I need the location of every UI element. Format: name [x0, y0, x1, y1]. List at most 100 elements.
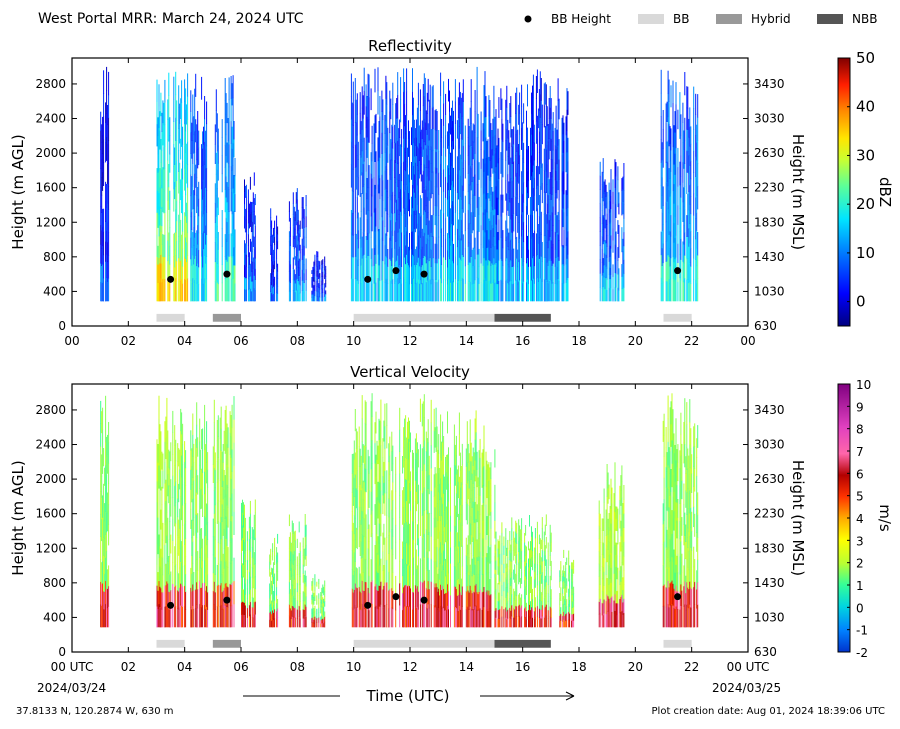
- echo-cell: [254, 565, 255, 578]
- echo-cell: [609, 275, 610, 289]
- echo-cell: [526, 282, 527, 301]
- echo-cell: [502, 266, 503, 284]
- echo-cell: [684, 209, 685, 232]
- y-right-tick-label: 3430: [754, 77, 785, 91]
- echo-cell: [294, 608, 295, 618]
- echo-cell: [666, 143, 667, 163]
- echo-cell: [385, 278, 386, 301]
- echo-cell: [670, 126, 671, 144]
- echo-cell: [687, 194, 688, 216]
- echo-cell: [227, 485, 228, 506]
- echo-cell: [303, 239, 304, 250]
- echo-cell: [405, 282, 406, 301]
- echo-cell: [602, 275, 603, 288]
- echo-cell: [690, 126, 691, 144]
- echo-cell: [391, 213, 392, 231]
- echo-cell: [518, 105, 519, 125]
- echo-cell: [416, 569, 417, 589]
- echo-cell: [424, 604, 425, 628]
- echo-cell: [521, 279, 522, 301]
- echo-cell: [668, 278, 669, 301]
- echo-cell: [269, 555, 270, 563]
- echo-cell: [361, 157, 362, 175]
- echo-cell: [498, 158, 499, 179]
- echo-cell: [164, 235, 165, 258]
- echo-cell: [227, 103, 228, 123]
- echo-cell: [452, 121, 453, 141]
- echo-cell: [290, 273, 291, 283]
- echo-cell: [468, 137, 469, 156]
- echo-cell: [416, 120, 417, 139]
- echo-cell: [512, 215, 513, 233]
- echo-cell: [404, 126, 405, 148]
- echo-cell: [435, 467, 436, 487]
- echo-cell: [289, 616, 290, 628]
- echo-cell: [493, 107, 494, 129]
- echo-cell: [471, 212, 472, 235]
- echo-cell: [412, 556, 413, 574]
- echo-cell: [108, 586, 109, 607]
- echo-cell: [295, 579, 296, 589]
- echo-cell: [324, 270, 325, 275]
- echo-cell: [515, 93, 516, 114]
- echo-cell: [613, 277, 614, 290]
- echo-cell: [392, 279, 393, 301]
- echo-cell: [483, 194, 484, 212]
- echo-cell: [190, 259, 191, 281]
- echo-cell: [427, 155, 428, 176]
- echo-cell: [172, 433, 173, 455]
- echo-cell: [355, 409, 356, 431]
- echo-cell: [437, 206, 438, 225]
- echo-cell: [540, 278, 541, 301]
- echo-cell: [182, 505, 183, 526]
- echo-cell: [366, 424, 367, 447]
- echo-cell: [606, 185, 607, 197]
- echo-cell: [531, 238, 532, 259]
- echo-cell: [360, 92, 361, 113]
- echo-cell: [387, 145, 388, 163]
- echo-cell: [179, 548, 180, 568]
- echo-cell: [372, 266, 373, 284]
- echo-cell: [194, 110, 195, 132]
- echo-cell: [441, 516, 442, 535]
- echo-cell: [353, 191, 354, 213]
- echo-cell: [509, 103, 510, 123]
- echo-cell: [621, 264, 622, 277]
- echo-cell: [511, 284, 512, 302]
- echo-cell: [533, 278, 534, 301]
- echo-cell: [522, 194, 523, 212]
- echo-cell: [255, 247, 256, 258]
- echo-cell: [173, 99, 174, 122]
- echo-cell: [391, 142, 392, 160]
- echo-cell: [693, 215, 694, 237]
- echo-cell: [103, 591, 104, 609]
- echo-cell: [487, 283, 488, 301]
- echo-cell: [378, 482, 379, 501]
- echo-cell: [478, 254, 479, 278]
- echo-cell: [693, 258, 694, 280]
- echo-cell: [170, 535, 171, 554]
- echo-cell: [361, 456, 362, 474]
- echo-cell: [475, 196, 476, 218]
- echo-cell: [274, 547, 275, 556]
- echo-cell: [523, 182, 524, 202]
- echo-cell: [172, 541, 173, 563]
- echo-cell: [371, 258, 372, 280]
- echo-cell: [104, 574, 105, 592]
- echo-cell: [104, 556, 105, 574]
- echo-cell: [194, 237, 195, 259]
- echo-cell: [306, 269, 307, 280]
- echo-cell: [473, 265, 474, 283]
- echo-cell: [388, 609, 389, 628]
- echo-cell: [613, 289, 614, 302]
- echo-cell: [313, 273, 314, 277]
- echo-cell: [226, 494, 227, 517]
- echo-cell: [607, 236, 608, 247]
- echo-cell: [488, 157, 489, 175]
- echo-cell: [178, 258, 179, 280]
- echo-cell: [359, 567, 360, 587]
- echo-cell: [553, 150, 554, 169]
- echo-cell: [108, 209, 109, 232]
- echo-cell: [314, 291, 315, 297]
- echo-cell: [615, 202, 616, 217]
